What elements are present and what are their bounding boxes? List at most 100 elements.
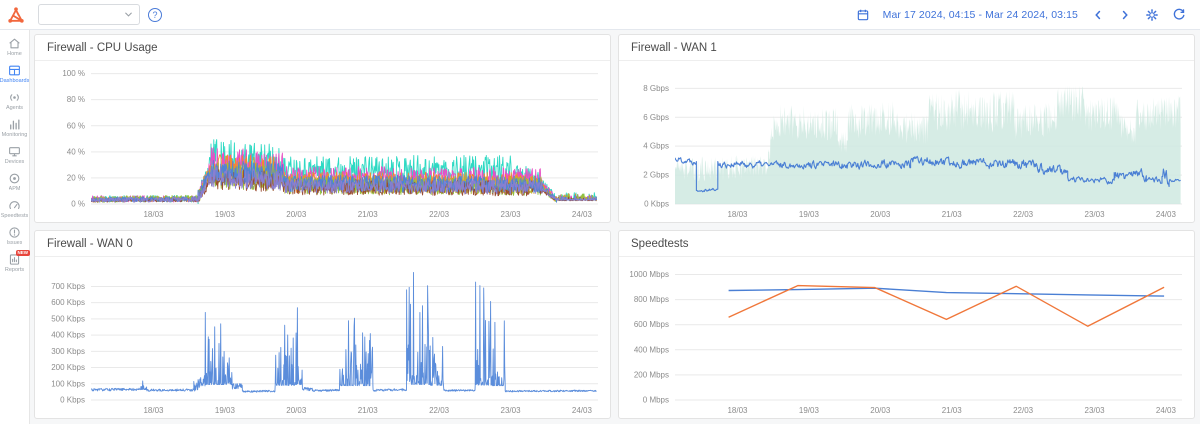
wan1-chart[interactable]: 0 Kbps 2 Gbps 4 Gbps 6 Gbps 8 Gbps 18/03 19/03… [619,61,1194,222]
svg-text:400 Mbps: 400 Mbps [634,345,669,354]
sidebar-item-apm[interactable]: APM [0,172,30,192]
svg-text:0 %: 0 % [71,200,85,209]
svg-text:20 %: 20 % [67,173,85,182]
svg-text:19/03: 19/03 [215,406,236,415]
reports-icon [8,253,21,266]
previous-period-button[interactable] [1090,7,1105,22]
svg-text:500 Kbps: 500 Kbps [51,314,85,323]
svg-text:400 Kbps: 400 Kbps [51,331,85,340]
svg-text:600 Kbps: 600 Kbps [51,298,85,307]
apm-icon [8,172,21,185]
sidebar-item-devices[interactable]: Devices [0,145,30,165]
sidebar-item-home[interactable]: Home [0,37,30,57]
top-bar: ? Mar 17 2024, 04:15 - Mar 24 2024, 03:1… [0,0,1200,30]
svg-text:2 Gbps: 2 Gbps [643,171,669,180]
chart-title: Firewall - WAN 1 [619,35,1194,61]
svg-text:24/03: 24/03 [572,210,593,219]
svg-text:19/03: 19/03 [215,210,236,219]
calendar-icon[interactable] [856,7,871,22]
svg-text:4 Gbps: 4 Gbps [643,142,669,151]
svg-text:600 Mbps: 600 Mbps [634,320,669,329]
svg-text:21/03: 21/03 [942,210,963,219]
dashboards-icon [8,64,21,77]
cpu-usage-chart[interactable]: 0 % 20 % 40 % 60 % 80 % 100 % 18/03 19/03 20/03 2… [35,61,610,222]
chart-title: Firewall - CPU Usage [35,35,610,61]
chart-title: Speedtests [619,231,1194,257]
sidebar-item-dashboards[interactable]: Dashboards [0,64,30,84]
svg-text:100 Kbps: 100 Kbps [51,379,85,388]
auvik-logo-icon [7,6,24,23]
dashboard-selector[interactable] [38,4,140,25]
svg-text:100 %: 100 % [62,69,85,78]
svg-text:18/03: 18/03 [143,406,164,415]
refresh-icon[interactable] [1171,7,1186,22]
svg-text:23/03: 23/03 [501,210,522,219]
card-speedtests: Speedtests 0 Mbps 200 Mbps 400 Mbps 600 Mbp… [618,230,1195,419]
speedtests-icon [8,199,21,212]
sidebar-item-issues[interactable]: Issues [0,226,30,246]
svg-text:300 Kbps: 300 Kbps [51,347,85,356]
svg-text:0 Kbps: 0 Kbps [60,396,85,405]
svg-text:21/03: 21/03 [358,406,379,415]
sidebar-item-monitoring[interactable]: Monitoring [0,118,30,138]
svg-text:800 Mbps: 800 Mbps [634,295,669,304]
svg-text:23/03: 23/03 [1085,406,1106,415]
next-period-button[interactable] [1117,7,1132,22]
sidebar-nav: Home Dashboards Agents Monitoring D [0,30,30,424]
help-button[interactable]: ? [148,7,162,22]
topbar-controls: Mar 17 2024, 04:15 - Mar 24 2024, 03:15 [856,7,1200,22]
svg-text:0 Kbps: 0 Kbps [644,200,669,209]
date-range[interactable]: Mar 17 2024, 04:15 - Mar 24 2024, 03:15 [882,8,1078,21]
help-label: ? [152,9,158,20]
chevron-down-icon [125,12,132,17]
sidebar-item-reports[interactable]: NEW Reports [4,250,30,273]
svg-text:21/03: 21/03 [358,210,379,219]
svg-text:60 %: 60 % [67,121,85,130]
speedtests-svg: 0 Mbps 200 Mbps 400 Mbps 600 Mbps 800 Mbps 10… [629,270,1182,415]
svg-text:6 Gbps: 6 Gbps [643,113,669,122]
card-firewall-wan0: Firewall - WAN 0 0 Kbps 100 Kbps 200 Kbps 3… [34,230,611,419]
svg-text:22/03: 22/03 [1013,210,1034,219]
monitoring-icon [8,118,21,131]
svg-text:19/03: 19/03 [799,210,820,219]
svg-text:20/03: 20/03 [870,406,891,415]
svg-text:18/03: 18/03 [143,210,164,219]
settings-gear-icon[interactable] [1144,7,1159,22]
svg-text:80 %: 80 % [67,95,85,104]
svg-text:21/03: 21/03 [942,406,963,415]
svg-text:23/03: 23/03 [501,406,522,415]
firewall-wan-1-svg: 0 Kbps 2 Gbps 4 Gbps 6 Gbps 8 Gbps 18/03 19/03… [643,84,1182,219]
wan0-chart[interactable]: 0 Kbps 100 Kbps 200 Kbps 300 Kbps 400 Kbps 50… [35,257,610,418]
svg-text:22/03: 22/03 [429,210,450,219]
sidebar-item-agents[interactable]: Agents [0,91,30,111]
svg-text:700 Kbps: 700 Kbps [51,282,85,291]
new-badge: NEW [16,250,30,256]
speedtests-chart[interactable]: 0 Mbps 200 Mbps 400 Mbps 600 Mbps 800 Mbps 10… [619,257,1194,418]
devices-icon [8,145,21,158]
svg-text:0 Mbps: 0 Mbps [643,396,669,405]
issues-icon [8,226,21,239]
home-icon [8,37,21,50]
card-firewall-wan1: Firewall - WAN 1 0 Kbps 2 Gbps 4 Gbps 6 Gbp… [618,34,1195,223]
svg-text:24/03: 24/03 [1156,406,1177,415]
svg-text:1000 Mbps: 1000 Mbps [629,270,669,279]
svg-text:200 Mbps: 200 Mbps [634,370,669,379]
app-logo[interactable] [0,0,31,30]
svg-text:40 %: 40 % [67,147,85,156]
svg-text:24/03: 24/03 [1156,210,1177,219]
dashboard-grid: Firewall - CPU Usage 0 % 20 % 40 % 60 % 80 %… [30,30,1200,424]
svg-text:18/03: 18/03 [727,406,748,415]
svg-text:20/03: 20/03 [286,406,307,415]
svg-text:20/03: 20/03 [286,210,307,219]
svg-text:23/03: 23/03 [1085,210,1106,219]
svg-text:20/03: 20/03 [870,210,891,219]
chart-title: Firewall - WAN 0 [35,231,610,257]
agents-icon [8,91,21,104]
svg-text:24/03: 24/03 [572,406,593,415]
svg-text:22/03: 22/03 [1013,406,1034,415]
firewall-wan-0-svg: 0 Kbps 100 Kbps 200 Kbps 300 Kbps 400 Kbps 50… [51,271,598,415]
card-firewall-cpu-usage: Firewall - CPU Usage 0 % 20 % 40 % 60 % 80 %… [34,34,611,223]
svg-text:19/03: 19/03 [799,406,820,415]
sidebar-item-speedtests[interactable]: Speedtests [0,199,30,219]
svg-text:22/03: 22/03 [429,406,450,415]
